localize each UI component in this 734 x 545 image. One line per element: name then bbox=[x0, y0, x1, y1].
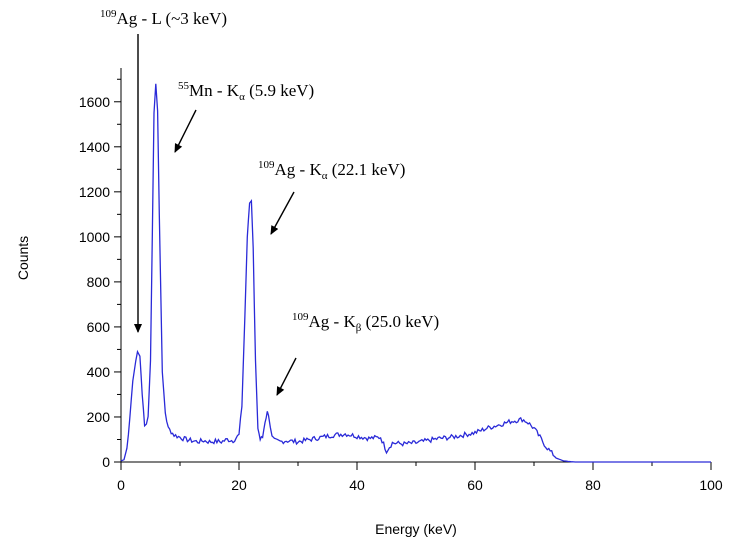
peak-annotation: 55Mn - Kα (5.9 keV) bbox=[178, 80, 314, 103]
annotation-arrow bbox=[270, 191, 295, 235]
y-tick-label: 400 bbox=[87, 364, 111, 380]
peak-annotation: 109Ag - L (~3 keV) bbox=[100, 8, 227, 28]
y-tick-label: 200 bbox=[87, 409, 111, 425]
x-tick-label: 0 bbox=[117, 477, 125, 493]
x-tick-label: 40 bbox=[349, 477, 365, 493]
x-tick-label: 100 bbox=[699, 477, 723, 493]
x-axis-label: Energy (keV) bbox=[375, 521, 457, 537]
y-tick-label: 1400 bbox=[79, 139, 110, 155]
annotation-arrow bbox=[174, 109, 197, 153]
y-tick-label: 1600 bbox=[79, 94, 110, 110]
annotations: 109Ag - L (~3 keV) 55Mn - Kα (5.9 keV) 109… bbox=[100, 8, 439, 396]
x-tick-label: 20 bbox=[231, 477, 247, 493]
series-line bbox=[120, 83, 711, 463]
x-axis: 0 20 40 60 80 100 bbox=[117, 461, 723, 493]
y-axis-label: Counts bbox=[15, 236, 31, 280]
y-axis: 0 200 400 600 800 1000 1200 1400 1600 bbox=[79, 68, 122, 470]
y-tick-label: 800 bbox=[87, 274, 111, 290]
y-tick-label: 600 bbox=[87, 319, 111, 335]
x-tick-label: 80 bbox=[585, 477, 601, 493]
x-tick-label: 60 bbox=[467, 477, 483, 493]
y-tick-label: 1000 bbox=[79, 229, 110, 245]
y-tick-label: 0 bbox=[102, 454, 110, 470]
annotation-arrow bbox=[276, 357, 297, 396]
y-tick-label: 1200 bbox=[79, 184, 110, 200]
peak-annotation: 109Ag - Kβ (25.0 keV) bbox=[292, 311, 439, 334]
peak-annotation: 109Ag - Kα (22.1 keV) bbox=[258, 159, 405, 182]
